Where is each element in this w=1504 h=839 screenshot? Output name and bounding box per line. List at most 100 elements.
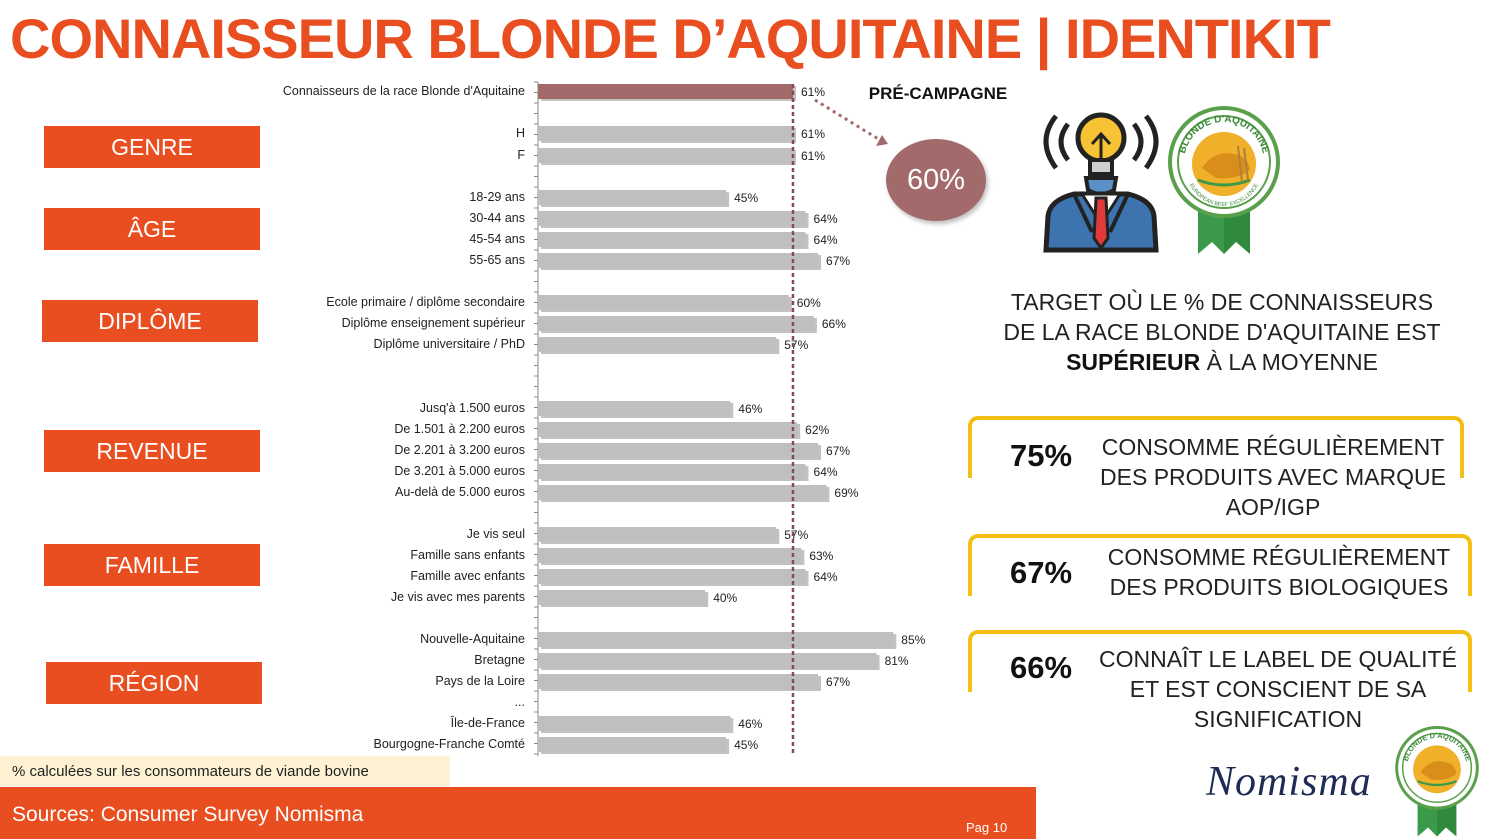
kpi-text-1: CONSOMME RÉGULIÈREMENT DES PRODUITS AVEC… — [1100, 434, 1446, 520]
bar-label: Famille sans enfants — [410, 548, 525, 562]
bar-label: ... — [515, 695, 525, 709]
bar-value-label: 61% — [801, 149, 825, 163]
bar-label: De 1.501 à 2.200 euros — [394, 422, 525, 436]
bar — [538, 211, 806, 226]
bar-value-label: 63% — [809, 549, 833, 563]
bar — [538, 316, 814, 331]
bar — [538, 737, 727, 752]
footnote: % calculées sur les consommateurs de via… — [0, 756, 450, 786]
precampagne-label: PRÉ-CAMPAGNE — [868, 84, 1008, 103]
bar-label: Je vis seul — [467, 527, 525, 541]
target-statement: TARGET OÙ LE % DE CONNAISSEURS DE LA RAC… — [990, 287, 1454, 377]
bar-value-label: 67% — [826, 444, 850, 458]
bar-label: Bretagne — [474, 653, 525, 667]
footer-bar — [0, 787, 1036, 839]
bar — [538, 337, 777, 352]
bar-value-label: 64% — [814, 570, 838, 584]
bar-value-label: 45% — [734, 738, 758, 752]
category-diplome: DIPLÔME — [42, 300, 258, 342]
bar-label: Au-delà de 5.000 euros — [395, 485, 525, 499]
bar-value-label: 67% — [826, 254, 850, 268]
bar-label: Je vis avec mes parents — [391, 590, 525, 604]
bar-value-label: 40% — [713, 591, 737, 605]
bar-label: Nouvelle-Aquitaine — [420, 632, 525, 646]
bar-value-label: 81% — [885, 654, 909, 668]
bar-value-label: 57% — [784, 338, 808, 352]
kpi-text-2: CONSOMME RÉGULIÈREMENT DES PRODUITS BIOL… — [1107, 544, 1451, 600]
bar-label: Pays de la Loire — [435, 674, 525, 688]
bar-label: Île-de-France — [450, 715, 525, 730]
bar-value-label: 60% — [797, 296, 821, 310]
bar — [538, 232, 806, 247]
bar — [538, 527, 777, 542]
precampagne-arrowhead — [876, 135, 888, 146]
bar-value-label: 61% — [801, 127, 825, 141]
bar-label: Bourgogne-Franche Comté — [374, 737, 526, 751]
bar-value-label: 46% — [738, 402, 762, 416]
bar-label: H — [516, 126, 525, 140]
bar — [538, 716, 731, 731]
bar-value-label: 64% — [814, 212, 838, 226]
sources: Sources: Consumer Survey Nomisma — [12, 803, 364, 826]
bar-label: Ecole primaire / diplôme secondaire — [326, 295, 525, 309]
bar-value-label: 66% — [822, 317, 846, 331]
bar — [538, 590, 706, 605]
bar-label: De 2.201 à 3.200 euros — [394, 443, 525, 457]
bar-label: Jusq'à 1.500 euros — [420, 401, 525, 415]
bar-value-label: 46% — [738, 717, 762, 731]
bar — [538, 569, 806, 584]
bar-value-label: 61% — [801, 85, 825, 99]
kpi-box-2 — [968, 534, 1472, 596]
bar — [538, 674, 819, 689]
kpi-box-3 — [968, 630, 1472, 692]
nomisma-logo: Nomisma — [1206, 759, 1372, 805]
bar-value-label: 85% — [901, 633, 925, 647]
kpi-text-3: CONNAÎT LE LABEL DE QUALITÉ ET EST CONSC… — [1099, 646, 1457, 732]
bar-label: 18-29 ans — [469, 190, 525, 204]
page-title: CONNAISSEUR BLONDE D’AQUITAINE | IDENTIK… — [10, 7, 1331, 70]
bar — [538, 126, 793, 141]
target-rest: À LA MOYENNE — [1200, 349, 1378, 375]
category-genre: GENRE — [44, 126, 260, 168]
bar-value-label: 62% — [805, 423, 829, 437]
page-number: Pag 10 — [966, 820, 1008, 835]
kpi-value-1: 75% — [1010, 438, 1073, 473]
bar — [538, 84, 793, 99]
blonde-aquitaine-seal-small-icon: BLONDE D'AQUITAINE — [1395, 726, 1479, 837]
bar-value-label: 67% — [826, 675, 850, 689]
bar-label: 30-44 ans — [469, 211, 525, 225]
bar — [538, 464, 806, 479]
bar — [538, 295, 789, 310]
bar-label: De 3.201 à 5.000 euros — [394, 464, 525, 478]
bar-label: Famille avec enfants — [410, 569, 525, 583]
bar — [538, 148, 793, 163]
target-line-1: TARGET OÙ LE % DE CONNAISSEURS — [1010, 289, 1434, 315]
blonde-aquitaine-seal-icon: BLONDE D'AQUITAINE EUROPEAN BEEF EXCELLE… — [1168, 106, 1280, 254]
bar — [538, 485, 827, 500]
bar-value-label: 64% — [814, 233, 838, 247]
category-region: RÉGION — [46, 662, 262, 704]
kpi-value-3: 66% — [1010, 650, 1073, 685]
bar — [538, 190, 727, 205]
bar-label: F — [517, 148, 525, 162]
kpi-box-1 — [968, 416, 1464, 478]
bar-value-label: 69% — [834, 486, 858, 500]
bar — [538, 253, 819, 268]
category-famille: FAMILLE — [44, 544, 260, 586]
bar-value-label: 45% — [734, 191, 758, 205]
target-line-2: DE LA RACE BLONDE D'AQUITAINE EST — [1003, 319, 1441, 345]
bar-label: 55-65 ans — [469, 253, 525, 267]
bar-label: 45-54 ans — [469, 232, 525, 246]
bar-value-label: 57% — [784, 528, 808, 542]
bar — [538, 422, 798, 437]
bar — [538, 632, 894, 647]
category-revenue: REVENUE — [44, 430, 260, 472]
bar-value-label: 64% — [814, 465, 838, 479]
kpi-value-2: 67% — [1010, 555, 1073, 590]
bar — [538, 653, 877, 668]
precampagne-circle: 60% — [886, 139, 986, 221]
idea-person-icon — [1043, 112, 1159, 253]
bar — [538, 443, 819, 458]
bar-label: Connaisseurs de la race Blonde d'Aquitai… — [283, 84, 525, 98]
